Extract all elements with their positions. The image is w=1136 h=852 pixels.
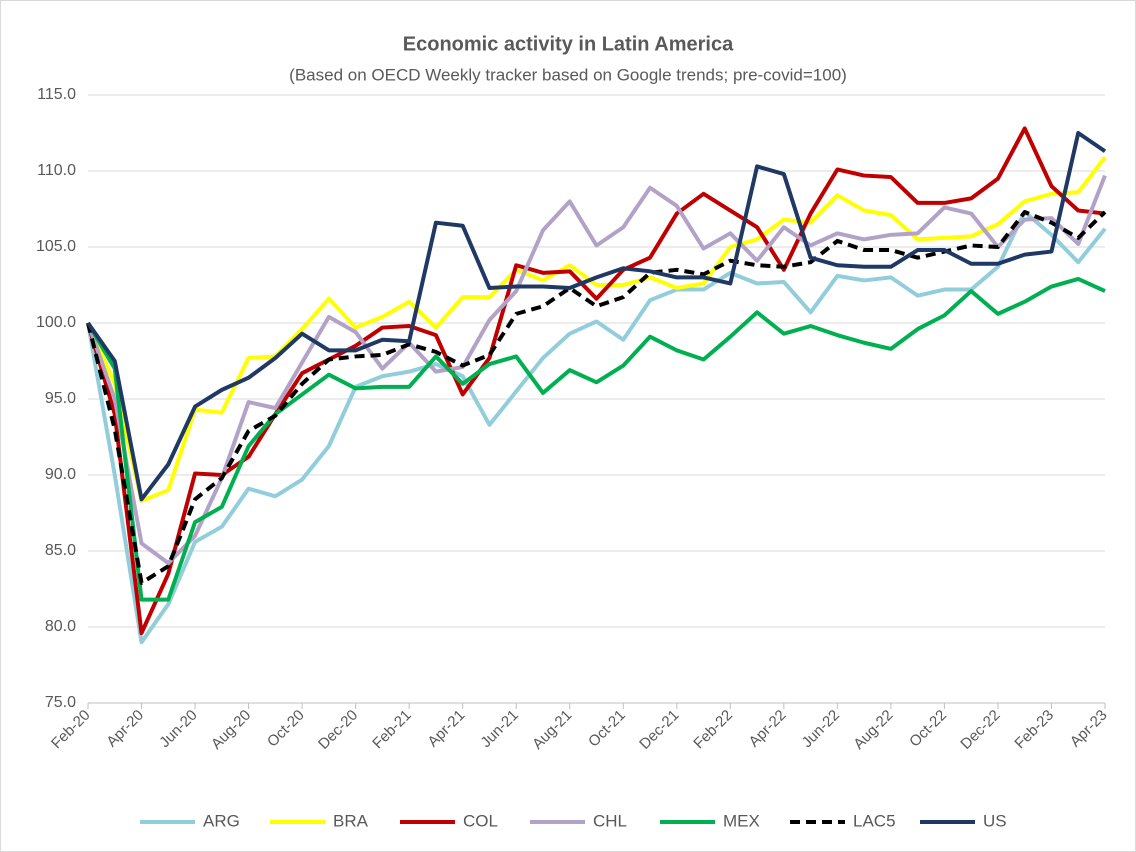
legend-label: LAC5 <box>853 811 896 830</box>
y-tick-label: 75.0 <box>45 694 76 711</box>
legend-label: ARG <box>203 811 240 830</box>
y-tick-label: 95.0 <box>45 390 76 407</box>
chart-title: Economic activity in Latin America <box>403 33 734 55</box>
y-tick-label: 100.0 <box>36 314 76 331</box>
legend-label: MEX <box>723 811 760 830</box>
series-line <box>86 210 1107 645</box>
chart-subtitle: (Based on OECD Weekly tracker based on G… <box>289 65 847 84</box>
series-line <box>86 210 1107 585</box>
legend-label: COL <box>463 811 498 830</box>
y-tick-label: 80.0 <box>45 618 76 635</box>
series-line <box>86 131 1107 502</box>
y-tick-label: 110.0 <box>37 162 76 179</box>
series-line <box>86 276 1106 602</box>
legend-label: US <box>983 811 1007 830</box>
legend-label: CHL <box>593 811 627 830</box>
legend-label: BRA <box>333 811 369 830</box>
y-tick-label: 105.0 <box>36 238 76 255</box>
series-line <box>86 174 1107 566</box>
y-tick-label: 85.0 <box>45 542 76 559</box>
series-line <box>86 156 1107 503</box>
y-tick-label: 90.0 <box>45 466 76 483</box>
series-line <box>86 126 1106 636</box>
y-tick-label: 115.0 <box>37 86 76 103</box>
